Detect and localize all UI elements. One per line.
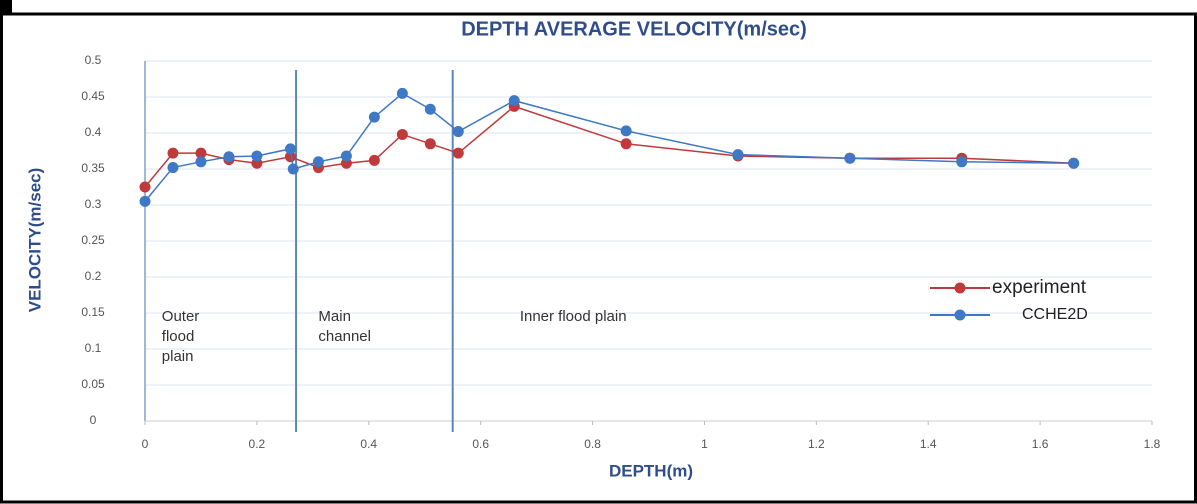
data-point bbox=[195, 156, 207, 168]
chart-title: DEPTH AVERAGE VELOCITY(m/sec) bbox=[461, 18, 807, 40]
y-tick-label: 0 bbox=[90, 413, 97, 427]
data-point bbox=[223, 151, 235, 163]
data-point bbox=[620, 125, 632, 137]
data-point bbox=[396, 87, 408, 99]
x-tick-label: 0.8 bbox=[584, 437, 601, 451]
data-point bbox=[508, 95, 520, 107]
y-tick-label: 0.45 bbox=[81, 89, 105, 103]
legend-label: experiment bbox=[992, 277, 1087, 298]
region-label: Outer bbox=[162, 308, 200, 325]
y-tick-label: 0.3 bbox=[85, 197, 102, 211]
y-tick-label: 0.1 bbox=[85, 341, 102, 355]
data-point bbox=[195, 147, 207, 159]
x-tick-label: 0.6 bbox=[472, 437, 489, 451]
data-point bbox=[340, 150, 352, 162]
legend-marker bbox=[954, 282, 966, 294]
y-tick-label: 0.5 bbox=[85, 53, 102, 67]
x-tick-label: 0.2 bbox=[249, 437, 266, 451]
data-point bbox=[167, 162, 179, 174]
region-label: channel bbox=[318, 328, 371, 345]
y-axis-label: VELOCITY(m/sec) bbox=[25, 168, 44, 313]
y-tick-label: 0.25 bbox=[81, 233, 105, 247]
data-point bbox=[844, 152, 856, 164]
frame-corner bbox=[0, 0, 12, 14]
data-point bbox=[167, 147, 179, 159]
data-point bbox=[452, 126, 464, 138]
data-point bbox=[139, 181, 151, 193]
x-tick-label: 0 bbox=[142, 437, 149, 451]
data-point bbox=[287, 163, 299, 175]
region-label: flood bbox=[162, 328, 195, 345]
data-point bbox=[956, 156, 968, 168]
y-tick-label: 0.05 bbox=[81, 377, 105, 391]
y-tick-label: 0.2 bbox=[85, 269, 102, 283]
data-point bbox=[424, 103, 436, 115]
region-label: Main bbox=[318, 308, 351, 325]
region-label: plain bbox=[162, 348, 194, 365]
data-point bbox=[251, 150, 263, 162]
data-point bbox=[284, 143, 296, 155]
legend-marker bbox=[954, 309, 966, 321]
x-axis-label: DEPTH(m) bbox=[609, 461, 693, 480]
legend-label: CCHE2D bbox=[1022, 306, 1088, 323]
data-point bbox=[732, 149, 744, 161]
data-point bbox=[368, 111, 380, 123]
data-point bbox=[452, 147, 464, 159]
data-point bbox=[396, 128, 408, 140]
y-tick-label: 0.4 bbox=[85, 125, 102, 139]
data-point bbox=[368, 154, 380, 166]
data-point bbox=[312, 156, 324, 168]
data-point bbox=[424, 138, 436, 150]
x-tick-label: 0.4 bbox=[360, 437, 377, 451]
x-tick-label: 1.6 bbox=[1032, 437, 1049, 451]
data-point bbox=[139, 195, 151, 207]
data-point bbox=[284, 151, 296, 163]
x-tick-label: 1.2 bbox=[808, 437, 825, 451]
x-tick-label: 1 bbox=[701, 437, 708, 451]
x-tick-label: 1.8 bbox=[1144, 437, 1161, 451]
data-point bbox=[620, 138, 632, 150]
y-tick-label: 0.15 bbox=[81, 305, 105, 319]
frame bbox=[0, 12, 1197, 504]
y-tick-label: 0.35 bbox=[81, 161, 105, 175]
x-tick-label: 1.4 bbox=[920, 437, 937, 451]
data-point bbox=[1068, 157, 1080, 169]
region-label: Inner flood plain bbox=[520, 308, 627, 325]
